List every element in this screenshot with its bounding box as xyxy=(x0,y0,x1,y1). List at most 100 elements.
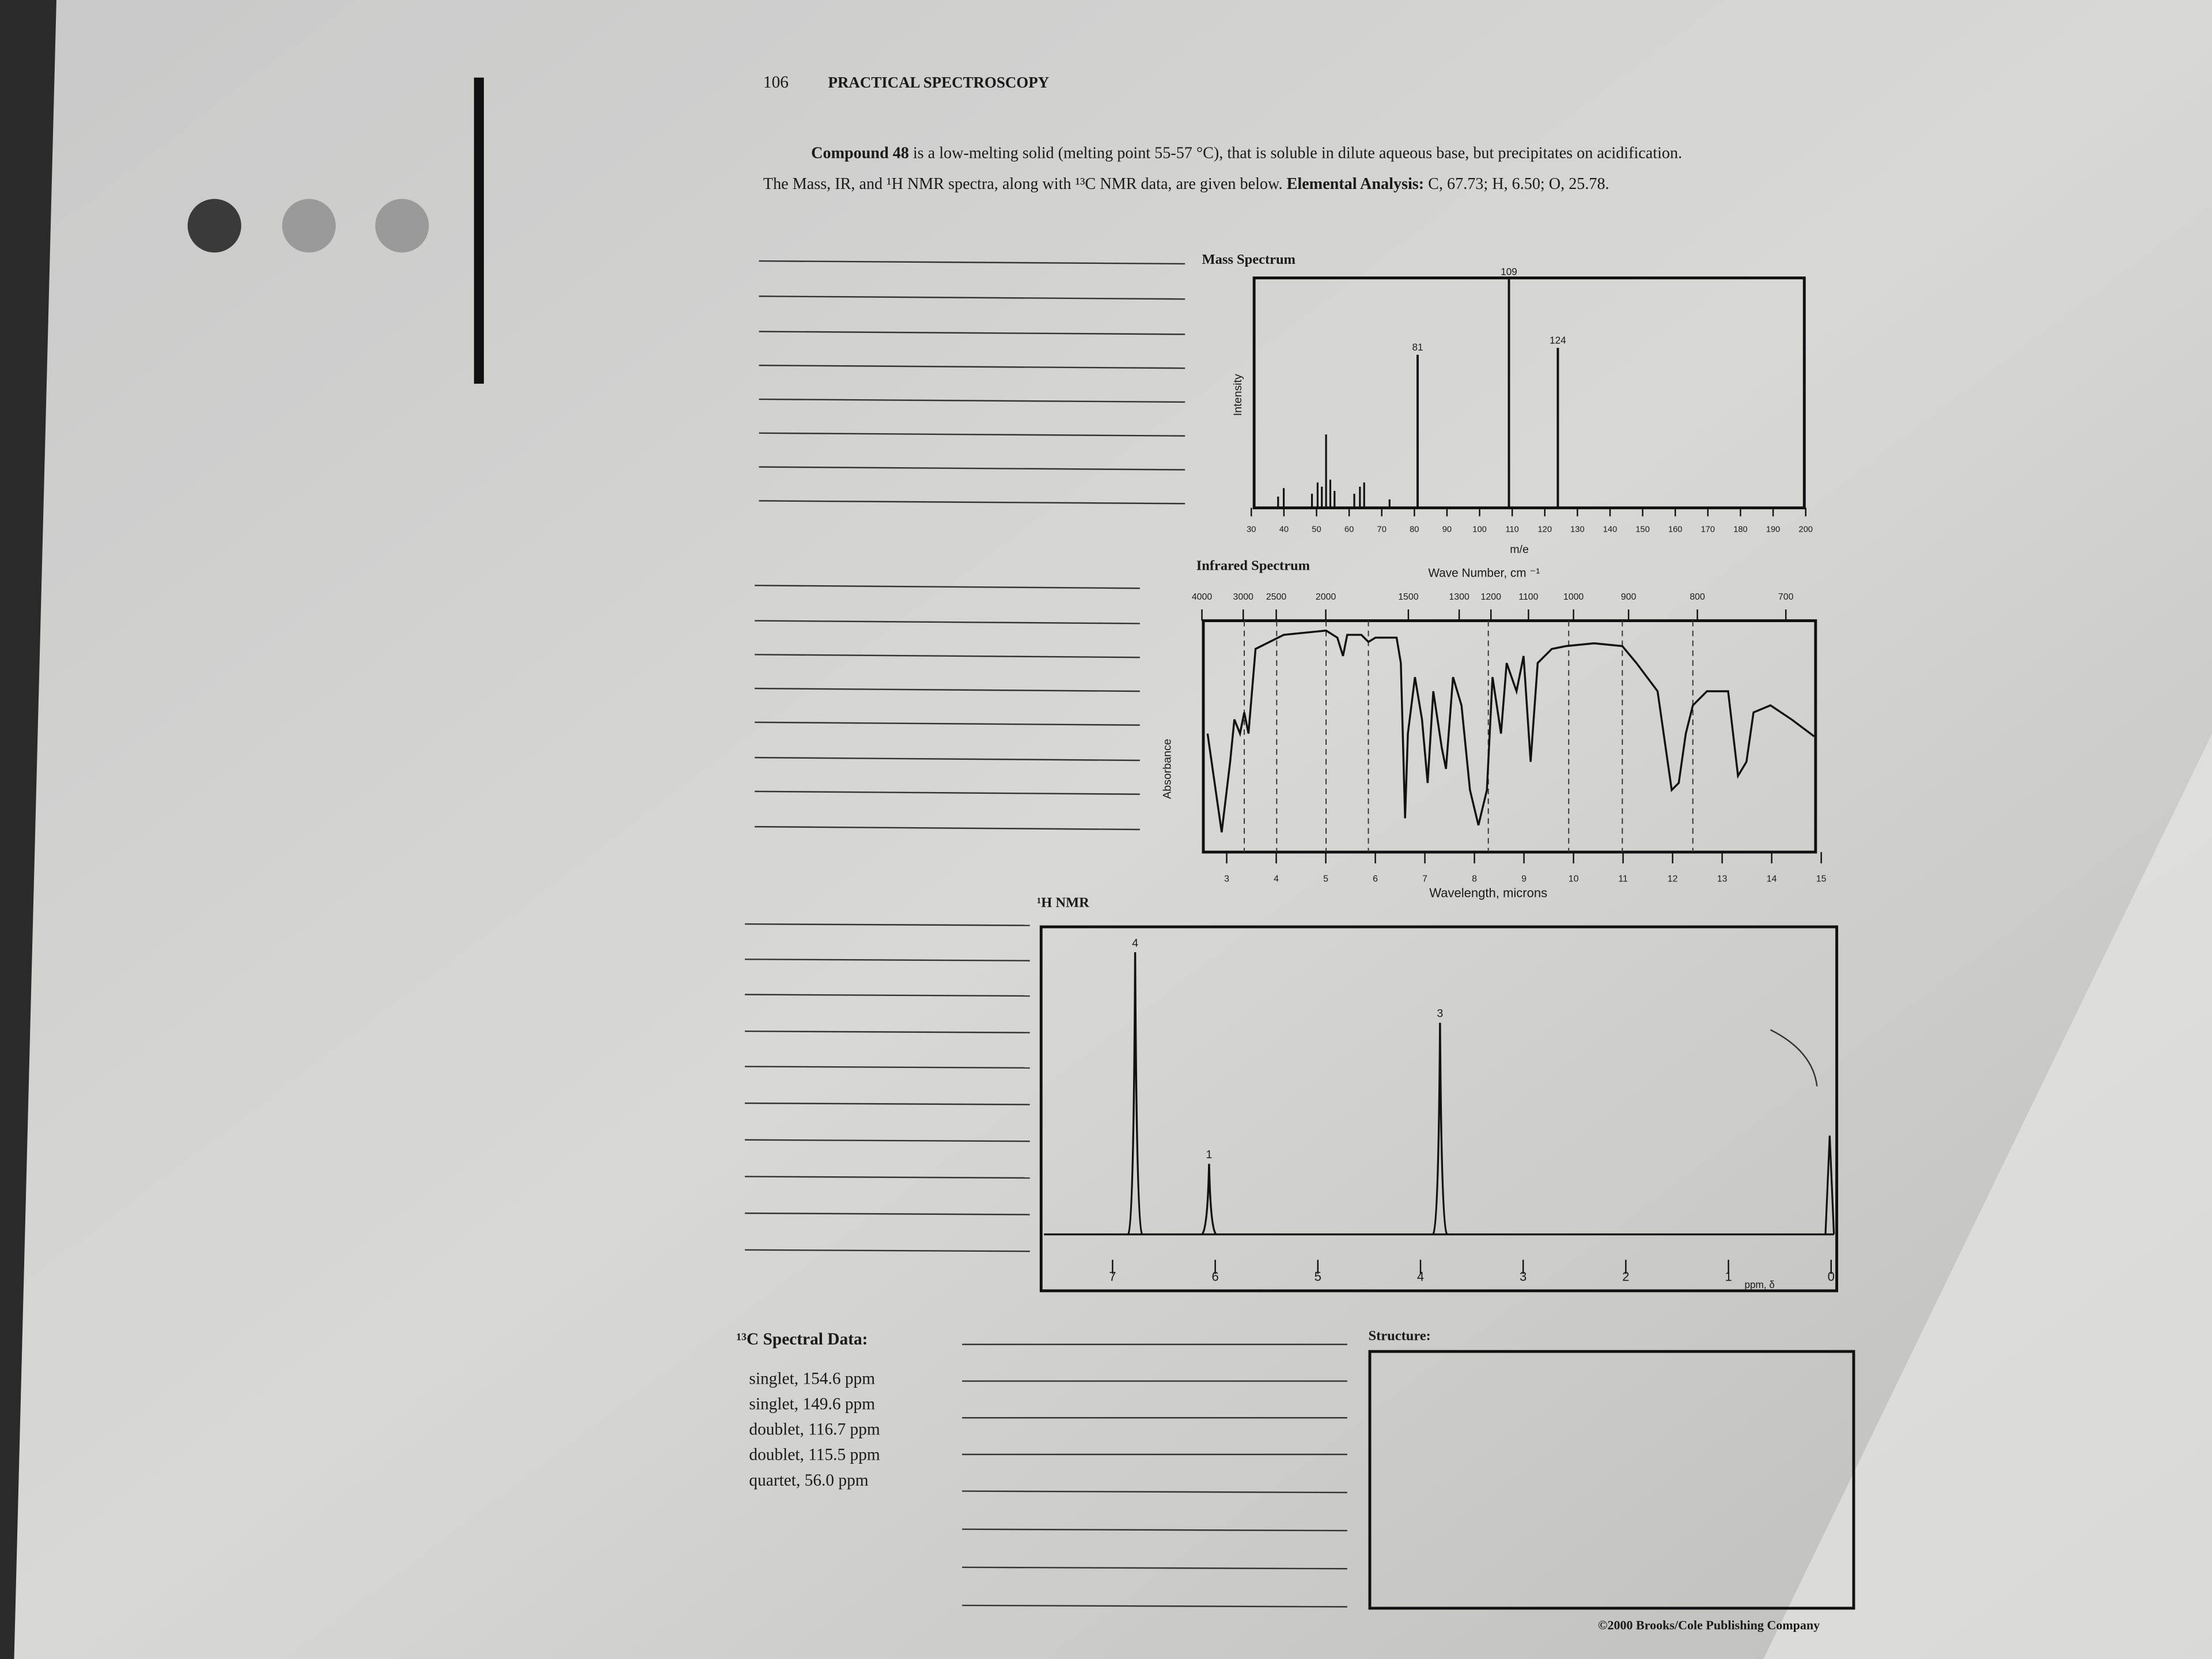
ir-wavenumber-label: 1200 xyxy=(1481,592,1502,602)
ir-wavenumber-label: 1500 xyxy=(1398,592,1419,602)
ir-wavenumber-label: 3000 xyxy=(1233,592,1254,602)
compound-name: Compound 48 xyxy=(811,144,909,162)
intro-text: is a low-melting solid (melting point 55… xyxy=(909,144,1682,162)
c13-line: quartet, 56.0 ppm xyxy=(749,1471,868,1490)
ms-tick-label: 180 xyxy=(1733,525,1748,534)
ir-wavenumber-label: 1000 xyxy=(1563,592,1584,602)
structure-box xyxy=(1368,1350,1855,1610)
nmr-integration-label: 3 xyxy=(1437,1007,1443,1020)
analysis-label: Elemental Analysis: xyxy=(1287,175,1425,193)
running-title: PRACTICAL SPECTROSCOPY xyxy=(828,74,1050,91)
ms-tick-label: 110 xyxy=(1505,525,1518,534)
ir-tick-label: 4 xyxy=(1274,874,1279,884)
ir-tick-label: 12 xyxy=(1668,874,1678,884)
c13-line: singlet, 149.6 ppm xyxy=(749,1395,875,1414)
punch-hole xyxy=(375,199,429,253)
nmr-tick-label: 7 xyxy=(1109,1270,1116,1284)
ir-tick-label: 13 xyxy=(1717,874,1728,884)
ms-tick-label: 120 xyxy=(1538,525,1552,534)
ir-tick-label: 14 xyxy=(1767,874,1777,884)
ir-frame xyxy=(1202,619,1817,854)
ms-tick-label: 130 xyxy=(1570,525,1585,534)
ir-tick-label: 11 xyxy=(1618,874,1628,884)
ms-y-label: Intensity xyxy=(1232,374,1244,416)
ir-tick-label: 6 xyxy=(1373,874,1378,884)
nmr-peak xyxy=(1201,1164,1217,1236)
ir-wavenumber-label: 2500 xyxy=(1266,592,1287,602)
ir-top-label: Wave Number, cm ⁻¹ xyxy=(1428,567,1540,580)
ir-tick-label: 9 xyxy=(1521,874,1527,884)
ir-guides xyxy=(1244,620,1694,853)
ms-tick-label: 160 xyxy=(1668,525,1683,534)
ms-tick-label: 40 xyxy=(1279,525,1289,534)
ir-tick-label: 5 xyxy=(1323,874,1328,884)
c13-line: singlet, 154.6 ppm xyxy=(749,1369,875,1388)
nmr-tick-label: 3 xyxy=(1520,1270,1527,1284)
nmr-tick-label: 6 xyxy=(1211,1270,1218,1284)
ir-wavenumber-label: 900 xyxy=(1621,592,1637,602)
structure-label: Structure: xyxy=(1369,1328,1431,1344)
ir-tick-label: 10 xyxy=(1569,874,1579,884)
c13-line: doublet, 116.7 ppm xyxy=(749,1421,880,1439)
ms-tick-label: 60 xyxy=(1344,525,1354,534)
analysis-values: C, 67.73; H, 6.50; O, 25.78. xyxy=(1424,175,1609,193)
nmr-peak xyxy=(1127,952,1143,1236)
ms-tick-label: 30 xyxy=(1247,525,1256,534)
page-number: 106 xyxy=(763,73,789,92)
punch-hole xyxy=(282,199,336,253)
ms-tick-label: 150 xyxy=(1635,525,1650,534)
ms-tick-label: 140 xyxy=(1603,525,1618,534)
intro-text: The Mass, IR, and ¹H NMR spectra, along … xyxy=(763,175,1287,193)
ir-tick-label: 3 xyxy=(1224,874,1229,884)
ms-tick-label: 70 xyxy=(1377,525,1387,534)
ms-peak-label: 124 xyxy=(1550,335,1566,346)
nmr-x-label: ppm, δ xyxy=(1744,1279,1774,1290)
intro-line: The Mass, IR, and ¹H NMR spectra, along … xyxy=(763,175,1609,193)
nmr-title: ¹H NMR xyxy=(1037,895,1089,911)
ms-peak-label: 109 xyxy=(1501,266,1517,278)
ms-tick-label: 100 xyxy=(1472,525,1487,534)
ms-tick-label: 190 xyxy=(1766,525,1781,534)
ir-wavenumber-label: 700 xyxy=(1778,592,1794,602)
nmr-tick-label: 2 xyxy=(1622,1270,1629,1284)
nmr-integration-label: 4 xyxy=(1132,937,1138,949)
punch-hole xyxy=(187,199,241,253)
ir-wavenumber-label: 1100 xyxy=(1518,592,1538,602)
integral-trace xyxy=(1770,1029,1818,1086)
nmr-peak xyxy=(1432,1022,1448,1236)
ir-wavenumber-label: 4000 xyxy=(1192,592,1213,602)
ms-peak-label: 81 xyxy=(1412,341,1423,353)
ms-tick-label: 170 xyxy=(1701,525,1715,534)
light-glare xyxy=(1763,733,2212,1659)
ir-wavenumber-label: 800 xyxy=(1690,592,1705,602)
ms-minor-peaks xyxy=(1277,434,1391,508)
nmr-tick-label: 0 xyxy=(1828,1270,1835,1284)
margin-bar xyxy=(474,77,484,384)
ir-y-label: Absorbance xyxy=(1161,738,1174,799)
ir-tick-label: 7 xyxy=(1422,874,1427,884)
ir-title: Infrared Spectrum xyxy=(1196,558,1310,573)
ir-tick-label: 15 xyxy=(1816,874,1827,884)
c13-title: ¹³C Spectral Data: xyxy=(736,1330,868,1349)
nmr-reference-peak xyxy=(1824,1135,1835,1234)
ir-tick-label: 8 xyxy=(1472,874,1477,884)
ms-tick-label: 200 xyxy=(1798,525,1813,534)
copyright: ©2000 Brooks/Cole Publishing Company xyxy=(1598,1618,1820,1633)
ir-wavenumber-label: 1300 xyxy=(1449,592,1469,602)
ir-x-label: Wavelength, microns xyxy=(1429,886,1547,900)
ms-tick-label: 90 xyxy=(1442,525,1452,534)
nmr-tick-label: 4 xyxy=(1417,1270,1424,1284)
ms-tick-label: 50 xyxy=(1312,525,1321,534)
ir-trace xyxy=(1206,629,1815,833)
ms-x-label: m/e xyxy=(1510,543,1529,556)
ms-title: Mass Spectrum xyxy=(1202,252,1296,267)
intro-line: Compound 48 is a low-melting solid (melt… xyxy=(811,144,1682,162)
ms-frame xyxy=(1252,276,1806,510)
nmr-tick-label: 1 xyxy=(1725,1270,1732,1284)
ms-tick-label: 80 xyxy=(1410,525,1419,534)
nmr-tick-label: 5 xyxy=(1315,1270,1321,1284)
answer-lines xyxy=(745,260,1347,1608)
nmr-integration-label: 1 xyxy=(1206,1149,1212,1161)
nmr-frame xyxy=(1039,925,1839,1293)
